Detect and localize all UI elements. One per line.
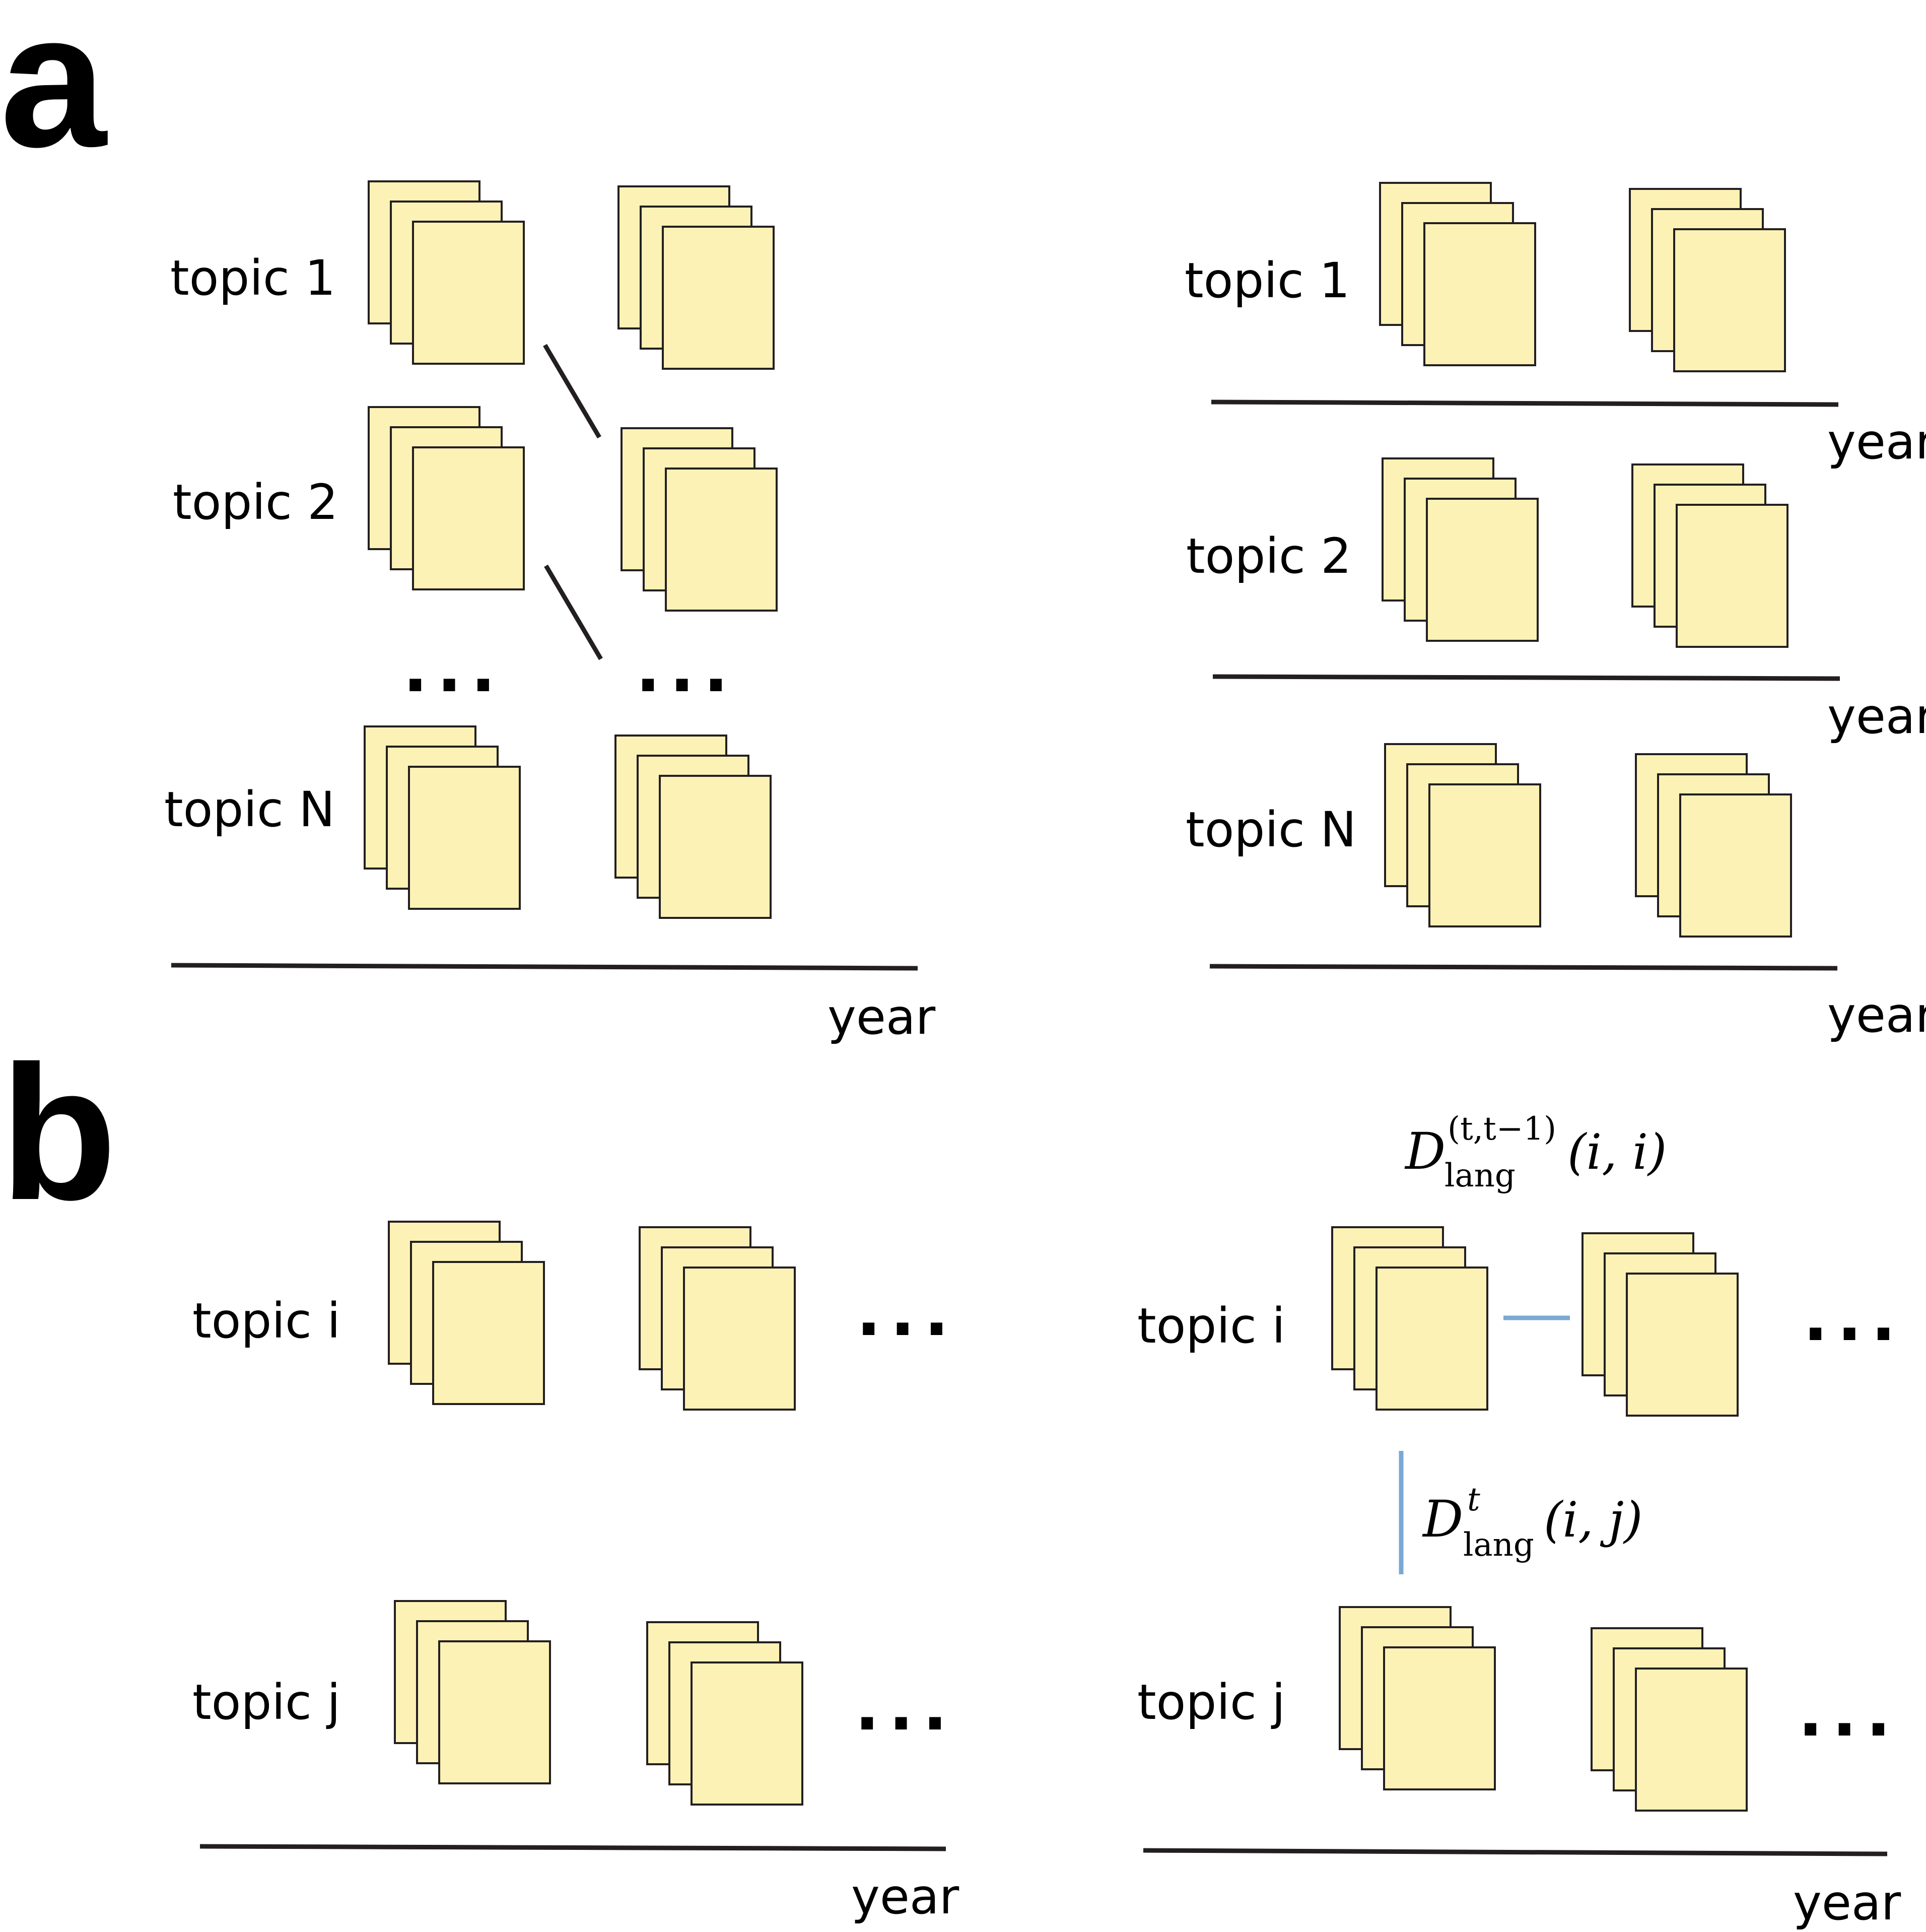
formula-args: (i, i)	[1567, 1124, 1667, 1180]
document-stack-icon	[1384, 743, 1541, 927]
document-stack-icon	[646, 1621, 803, 1806]
document-sheet	[665, 468, 778, 612]
year-axis	[171, 963, 918, 971]
document-stack-icon	[1382, 457, 1539, 642]
document-sheet	[408, 766, 521, 910]
document-stack-icon	[639, 1226, 796, 1411]
ellipsis: ...	[856, 1274, 958, 1351]
document-stack-icon	[1635, 753, 1792, 938]
connector-line	[544, 564, 603, 660]
year-axis-label: year	[1793, 1875, 1901, 1931]
document-sheet	[1426, 498, 1539, 642]
ellipsis: ...	[1803, 1279, 1905, 1356]
formula-superscript: t	[1467, 1481, 1480, 1518]
document-stack-icon	[364, 725, 521, 910]
year-axis	[199, 1844, 946, 1851]
topic-label: topic j	[1137, 1674, 1285, 1730]
document-stack-icon	[394, 1600, 551, 1784]
year-axis	[1212, 674, 1840, 681]
document-stack-icon	[1379, 182, 1536, 366]
document-stack-icon	[617, 185, 775, 370]
document-stack-icon	[1591, 1627, 1748, 1812]
ellipsis: ...	[855, 1669, 956, 1745]
formula-subscript: lang	[1444, 1157, 1516, 1194]
document-stack-icon	[368, 180, 525, 365]
topic-label: topic 1	[170, 250, 335, 306]
year-axis	[1211, 399, 1839, 407]
document-stack-icon	[368, 406, 525, 590]
ellipsis: ...	[403, 630, 505, 707]
formula-superscript: (t,t−1)	[1448, 1110, 1556, 1148]
document-stack-icon	[1339, 1606, 1496, 1790]
panel-b-letter: b	[0, 1026, 117, 1240]
ellipsis: ...	[1798, 1675, 1900, 1751]
document-sheet	[432, 1261, 545, 1405]
panel-a-right: topic 1 topic 2 topic N year year year	[1185, 182, 1926, 1043]
topic-label: topic 2	[1186, 528, 1351, 584]
formula-subscript: lang	[1463, 1526, 1534, 1564]
document-sheet	[412, 221, 525, 365]
connector-line	[543, 344, 601, 439]
document-sheet	[1626, 1273, 1739, 1417]
document-stack-icon	[1629, 188, 1786, 372]
document-sheet	[683, 1267, 796, 1411]
formula-symbol: D	[1422, 1490, 1463, 1549]
document-sheet	[662, 226, 775, 370]
document-sheet	[412, 446, 525, 590]
document-sheet	[1635, 1668, 1748, 1812]
formula-symbol: D	[1404, 1122, 1446, 1181]
panel-a-letter: a	[0, 0, 108, 187]
document-sheet	[1673, 228, 1786, 372]
document-sheet	[438, 1640, 551, 1784]
document-sheet	[659, 775, 772, 919]
year-axis-label: year	[1827, 688, 1926, 745]
document-sheet	[1423, 222, 1536, 366]
year-axis	[1143, 1848, 1888, 1856]
topic-label: topic i	[192, 1293, 340, 1349]
topic-label: topic N	[164, 781, 335, 838]
document-stack-icon	[1331, 1226, 1488, 1411]
topic-label: topic i	[1137, 1298, 1285, 1354]
year-axis	[1209, 964, 1838, 971]
document-sheet	[1375, 1267, 1488, 1411]
document-sheet	[1383, 1646, 1496, 1790]
document-stack-icon	[388, 1221, 545, 1405]
document-stack-icon	[1581, 1232, 1739, 1417]
formula-temporal: D (t,t−1) lang (i, i)	[1404, 1110, 1667, 1194]
document-sheet	[1676, 504, 1789, 648]
document-sheet	[1679, 793, 1792, 938]
document-stack-icon	[614, 735, 772, 919]
panel-b-right: topic i topic j D (t,t−1) lang (i, i) D …	[1137, 1110, 1905, 1931]
year-axis-label: year	[851, 1869, 959, 1925]
document-sheet	[691, 1661, 803, 1806]
year-axis-label: year	[828, 989, 936, 1045]
year-axis-label: year	[1827, 987, 1926, 1043]
ellipsis: ...	[636, 630, 737, 707]
formula-cross: D t lang (i, j)	[1422, 1481, 1642, 1564]
year-axis-label: year	[1827, 414, 1926, 470]
document-sheet	[1428, 783, 1541, 927]
panel-b-left: topic i topic j ... ... year	[192, 1221, 959, 1925]
formula-args: (i, j)	[1544, 1492, 1642, 1548]
topic-label: topic 1	[1185, 252, 1350, 309]
panel-a-left: topic 1 topic 2 topic N ... ... year	[164, 180, 936, 1045]
document-stack-icon	[621, 427, 778, 612]
topic-label: topic 2	[173, 474, 338, 530]
topic-label: topic j	[192, 1674, 340, 1730]
topic-label: topic N	[1186, 802, 1356, 858]
document-stack-icon	[1631, 463, 1789, 648]
